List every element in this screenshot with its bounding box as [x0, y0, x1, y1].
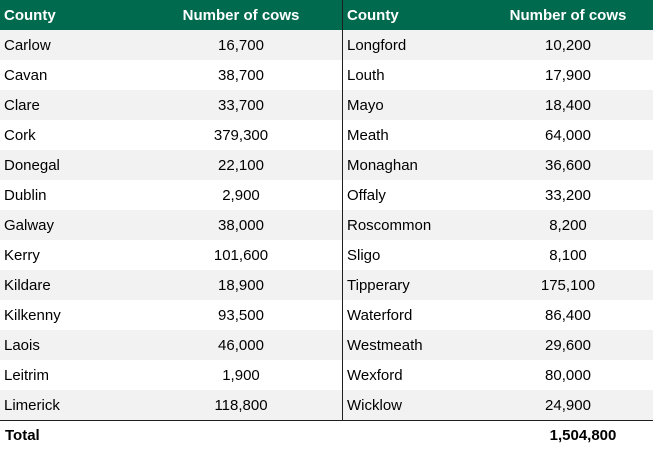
county-cell: Wexford: [343, 360, 483, 390]
table-row: Laois 46,000: [0, 330, 342, 360]
cows-cell: 29,600: [483, 330, 653, 360]
cows-cell: 80,000: [483, 360, 653, 390]
county-cell: Cork: [0, 120, 140, 150]
cows-cell: 16,700: [140, 30, 342, 60]
table-row: Cork 379,300: [0, 120, 342, 150]
county-cell: Kerry: [0, 240, 140, 270]
table-row: Cavan 38,700: [0, 60, 342, 90]
cows-cell: 175,100: [483, 270, 653, 300]
total-row: Total 1,504,800: [0, 420, 653, 450]
county-cell: Westmeath: [343, 330, 483, 360]
table-row: Westmeath 29,600: [343, 330, 653, 360]
county-cell: Louth: [343, 60, 483, 90]
cows-cell: 1,900: [140, 360, 342, 390]
table-row: Leitrim 1,900: [0, 360, 342, 390]
table-row: Louth 17,900: [343, 60, 653, 90]
header-row: County Number of cows: [343, 0, 653, 30]
table-row: Longford 10,200: [343, 30, 653, 60]
table-row: Kerry 101,600: [0, 240, 342, 270]
table-row: Mayo 18,400: [343, 90, 653, 120]
county-cell: Cavan: [0, 60, 140, 90]
table-row: Wicklow 24,900: [343, 390, 653, 420]
county-cell: Donegal: [0, 150, 140, 180]
county-cell: Longford: [343, 30, 483, 60]
table-halves: County Number of cows Carlow 16,700 Cavan 3…: [0, 0, 653, 420]
table-row: Tipperary 175,100: [343, 270, 653, 300]
table-row: Kilkenny 93,500: [0, 300, 342, 330]
table-row: Dublin 2,900: [0, 180, 342, 210]
cows-cell: 86,400: [483, 300, 653, 330]
cows-cell: 2,900: [140, 180, 342, 210]
county-cell: Carlow: [0, 30, 140, 60]
cows-cell: 46,000: [140, 330, 342, 360]
county-cell: Offaly: [343, 180, 483, 210]
table-row: Galway 38,000: [0, 210, 342, 240]
left-table: County Number of cows Carlow 16,700 Cavan 3…: [0, 0, 342, 420]
table-row: Sligo 8,100: [343, 240, 653, 270]
right-half: County Number of cows Longford 10,200 Lout…: [342, 0, 653, 420]
cows-cell: 118,800: [140, 390, 342, 420]
cows-cell: 10,200: [483, 30, 653, 60]
table-row: Clare 33,700: [0, 90, 342, 120]
table-row: Limerick 118,800: [0, 390, 342, 420]
table-row: Carlow 16,700: [0, 30, 342, 60]
cows-cell: 36,600: [483, 150, 653, 180]
left-half: County Number of cows Carlow 16,700 Cavan 3…: [0, 0, 342, 420]
header-county: County: [0, 0, 140, 30]
county-cell: Meath: [343, 120, 483, 150]
cows-cell: 24,900: [483, 390, 653, 420]
cows-cell: 33,700: [140, 90, 342, 120]
table-row: Waterford 86,400: [343, 300, 653, 330]
county-cell: Kildare: [0, 270, 140, 300]
cows-cell: 38,700: [140, 60, 342, 90]
table-row: Meath 64,000: [343, 120, 653, 150]
table-row: Wexford 80,000: [343, 360, 653, 390]
table-row: Kildare 18,900: [0, 270, 342, 300]
county-cell: Galway: [0, 210, 140, 240]
cows-cell: 22,100: [140, 150, 342, 180]
left-table-body: Carlow 16,700 Cavan 38,700 Clare 33,700 Cork 37…: [0, 30, 342, 420]
county-cell: Dublin: [0, 180, 140, 210]
county-cell: Laois: [0, 330, 140, 360]
county-cell: Sligo: [343, 240, 483, 270]
county-cell: Waterford: [343, 300, 483, 330]
cows-cell: 17,900: [483, 60, 653, 90]
cows-cell: 33,200: [483, 180, 653, 210]
right-table-body: Longford 10,200 Louth 17,900 Mayo 18,400 Meath…: [343, 30, 653, 420]
county-cell: Kilkenny: [0, 300, 140, 330]
cows-cell: 8,200: [483, 210, 653, 240]
county-cell: Clare: [0, 90, 140, 120]
header-number-of-cows: Number of cows: [140, 0, 342, 30]
cows-cell: 64,000: [483, 120, 653, 150]
county-cell: Roscommon: [343, 210, 483, 240]
cows-cell: 379,300: [140, 120, 342, 150]
cows-cell: 18,900: [140, 270, 342, 300]
county-cell: Wicklow: [343, 390, 483, 420]
total-value: 1,504,800: [549, 427, 617, 444]
table-row: Offaly 33,200: [343, 180, 653, 210]
table-row: Donegal 22,100: [0, 150, 342, 180]
right-table: County Number of cows Longford 10,200 Lout…: [343, 0, 653, 420]
header-row: County Number of cows: [0, 0, 342, 30]
table-row: Roscommon 8,200: [343, 210, 653, 240]
county-cell: Monaghan: [343, 150, 483, 180]
header-county: County: [343, 0, 483, 30]
cows-cell: 8,100: [483, 240, 653, 270]
cows-cell: 101,600: [140, 240, 342, 270]
total-label: Total: [5, 427, 40, 444]
cows-cell: 38,000: [140, 210, 342, 240]
cows-cell: 18,400: [483, 90, 653, 120]
table-row: Monaghan 36,600: [343, 150, 653, 180]
cows-cell: 93,500: [140, 300, 342, 330]
county-cell: Mayo: [343, 90, 483, 120]
county-cell: Tipperary: [343, 270, 483, 300]
county-cell: Limerick: [0, 390, 140, 420]
header-number-of-cows: Number of cows: [483, 0, 653, 30]
county-cell: Leitrim: [0, 360, 140, 390]
